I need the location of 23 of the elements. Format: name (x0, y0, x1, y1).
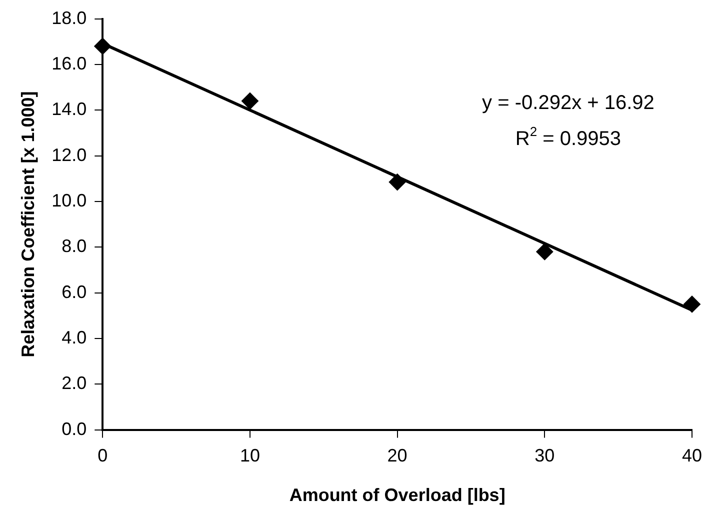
x-tick-label: 20 (387, 446, 408, 466)
x-axis-title: Amount of Overload [lbs] (289, 485, 506, 506)
y-tick-label: 12.0 (52, 144, 87, 165)
y-tick-label: 4.0 (62, 327, 87, 348)
y-tick-label: 14.0 (52, 99, 87, 120)
x-tick-label: 10 (240, 446, 260, 466)
point (684, 296, 700, 313)
y-tick-label: 16.0 (52, 53, 87, 74)
y-tick-label: 18.0 (52, 8, 87, 28)
point (94, 38, 112, 55)
point (536, 243, 554, 260)
annotation: y = -0.292x + 16.92 (482, 92, 654, 114)
point (241, 92, 258, 110)
y-tick-label: 2.0 (62, 373, 87, 394)
y-tick-label: 8.0 (62, 236, 87, 256)
y-tick-label: 10.0 (52, 190, 87, 210)
y-axis-title: Relaxation Coefficient [x 1.000] (18, 91, 38, 358)
y-tick-label: 0.0 (62, 418, 87, 439)
x-tick-label: 40 (682, 446, 702, 466)
x-tick-label: 30 (534, 446, 555, 466)
x-tick-label: 0 (98, 446, 108, 466)
point (388, 174, 406, 191)
y-tick-label: 6.0 (62, 282, 87, 302)
